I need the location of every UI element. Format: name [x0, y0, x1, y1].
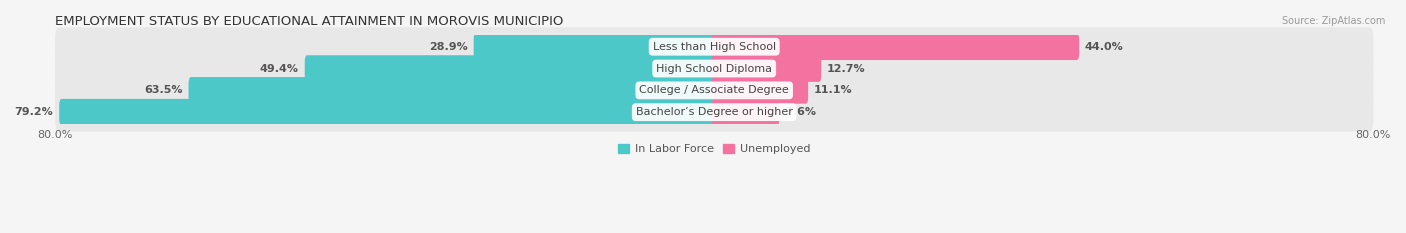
FancyBboxPatch shape — [711, 33, 1080, 60]
Text: 11.1%: 11.1% — [814, 85, 852, 95]
Text: Less than High School: Less than High School — [652, 42, 776, 52]
Text: 63.5%: 63.5% — [145, 85, 183, 95]
Text: EMPLOYMENT STATUS BY EDUCATIONAL ATTAINMENT IN MOROVIS MUNICIPIO: EMPLOYMENT STATUS BY EDUCATIONAL ATTAINM… — [55, 15, 564, 28]
FancyBboxPatch shape — [474, 33, 717, 60]
Text: High School Diploma: High School Diploma — [657, 64, 772, 74]
Text: 49.4%: 49.4% — [260, 64, 299, 74]
Text: College / Associate Degree: College / Associate Degree — [640, 85, 789, 95]
FancyBboxPatch shape — [59, 99, 717, 126]
FancyBboxPatch shape — [188, 77, 717, 104]
Text: 7.6%: 7.6% — [785, 107, 815, 117]
Text: Source: ZipAtlas.com: Source: ZipAtlas.com — [1281, 16, 1385, 26]
FancyBboxPatch shape — [711, 77, 808, 104]
FancyBboxPatch shape — [305, 55, 717, 82]
FancyBboxPatch shape — [55, 71, 1374, 110]
Text: 44.0%: 44.0% — [1085, 42, 1123, 52]
Text: 28.9%: 28.9% — [429, 42, 468, 52]
FancyBboxPatch shape — [55, 27, 1374, 66]
FancyBboxPatch shape — [711, 99, 779, 126]
Text: Bachelor’s Degree or higher: Bachelor’s Degree or higher — [636, 107, 793, 117]
FancyBboxPatch shape — [55, 93, 1374, 132]
Legend: In Labor Force, Unemployed: In Labor Force, Unemployed — [614, 140, 814, 159]
FancyBboxPatch shape — [55, 49, 1374, 88]
FancyBboxPatch shape — [711, 55, 821, 82]
Text: 12.7%: 12.7% — [827, 64, 866, 74]
Text: 79.2%: 79.2% — [14, 107, 53, 117]
